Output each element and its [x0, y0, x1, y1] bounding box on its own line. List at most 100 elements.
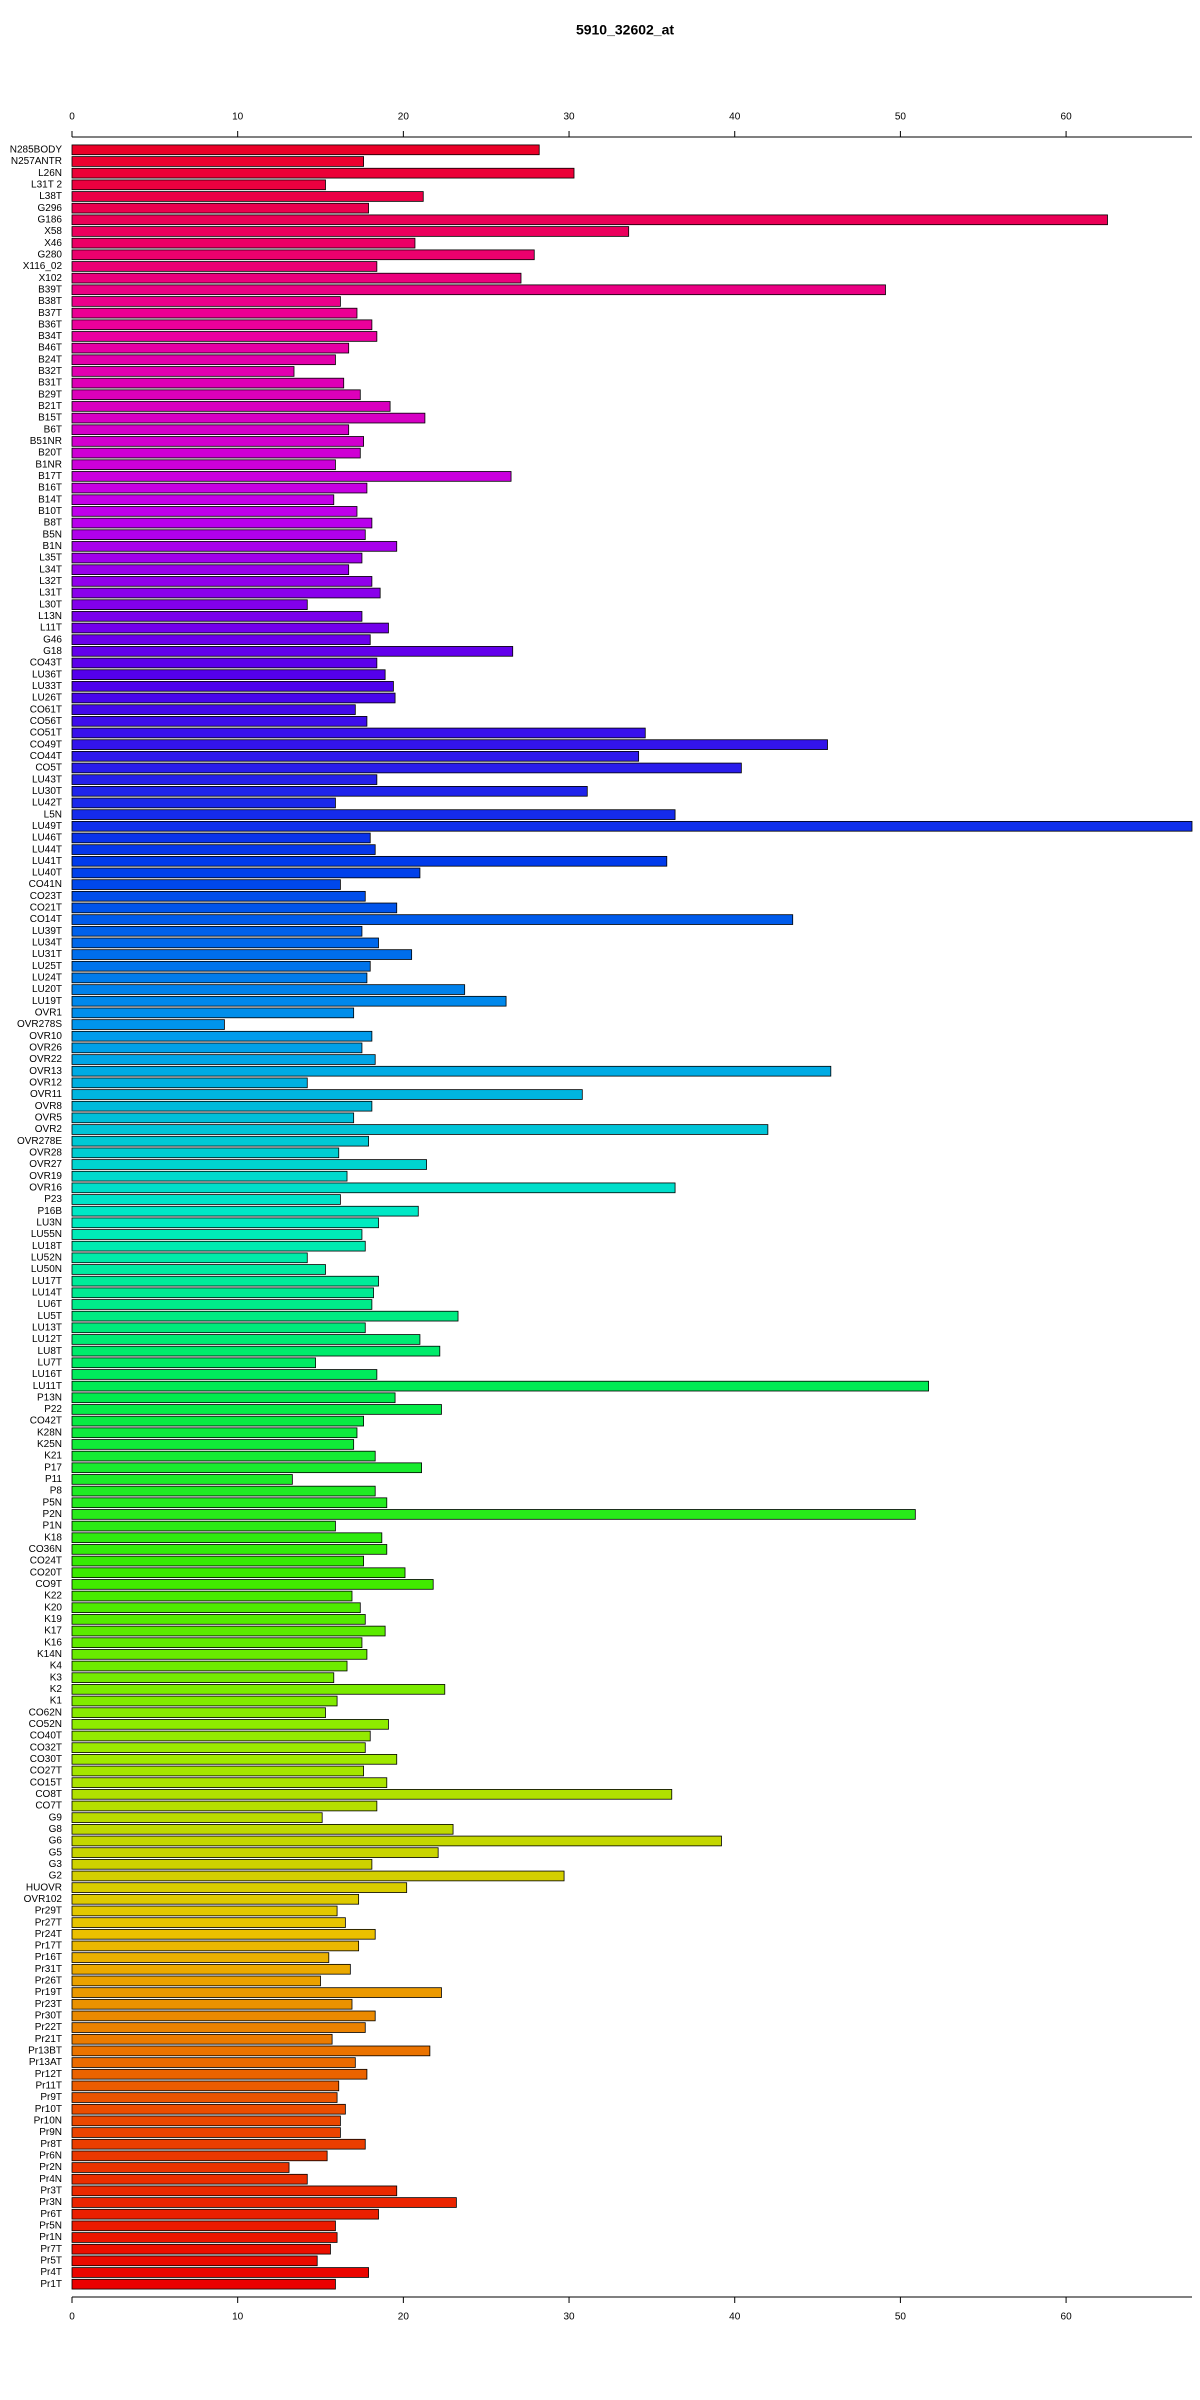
y-tick-label: CO61T: [30, 704, 62, 715]
bar: [71, 2033, 333, 2045]
y-tick-label: B31T: [38, 378, 62, 389]
bar: [71, 1963, 351, 1975]
bar: [71, 1345, 441, 1357]
bar: [71, 2267, 369, 2278]
y-tick-label: L31T 2: [31, 179, 62, 190]
bar: [71, 716, 368, 727]
x-tick-label: 40: [729, 2312, 741, 2323]
y-tick-label: Pr11T: [36, 2081, 63, 2092]
y-tick-label: OVR102: [24, 1894, 63, 1905]
y-tick-label: OVR2: [35, 1124, 63, 1135]
bar: [71, 1800, 378, 1812]
y-tick-label: CO36N: [29, 1544, 62, 1555]
y-tick-label: Pr29T: [35, 1906, 62, 1917]
bar: [71, 2150, 328, 2162]
bar: [71, 1415, 364, 1427]
bar: [71, 191, 424, 202]
bar: [71, 2022, 366, 2033]
y-tick-label: B34T: [38, 331, 62, 342]
bar: [71, 1299, 373, 1310]
y-tick-label: LU12T: [32, 1334, 62, 1345]
bar: [71, 2232, 338, 2243]
y-tick-label: Pr3T: [40, 2186, 62, 2197]
y-tick-label: LU7T: [38, 1357, 62, 1368]
bar: [71, 949, 413, 960]
bar: [71, 797, 336, 809]
bar: [71, 564, 350, 575]
bar: [71, 1719, 389, 1730]
y-tick-label: LU3N: [36, 1217, 62, 1228]
bar: [71, 412, 426, 424]
y-tick-label: LU55N: [31, 1229, 62, 1240]
y-tick-label: LU25T: [32, 961, 62, 972]
bar: [71, 2010, 376, 2022]
x-tick-label: 30: [563, 112, 575, 123]
bar: [71, 1310, 459, 1322]
bar: [71, 331, 378, 342]
y-tick-label: Pr10T: [35, 2104, 62, 2115]
bar: [71, 529, 366, 541]
y-tick-label: CO41N: [29, 879, 62, 890]
y-tick-label: CO30T: [30, 1754, 62, 1765]
y-tick-label: LU52N: [31, 1252, 62, 1263]
bar: [71, 1322, 366, 1334]
y-tick-label: L5N: [44, 809, 62, 820]
bar: [71, 2127, 341, 2138]
x-tick-label: 0: [69, 112, 75, 123]
bar: [71, 2173, 308, 2185]
bar: [71, 1532, 383, 1544]
bar: [71, 377, 345, 389]
bar: [71, 1905, 338, 1917]
x-tick-label: 50: [895, 112, 907, 123]
y-tick-label: B5N: [43, 529, 62, 540]
y-tick-label: LU42T: [32, 798, 62, 809]
bar: [71, 1007, 355, 1019]
y-tick-label: LU40T: [32, 868, 62, 879]
bar: [71, 202, 369, 214]
y-tick-label: B24T: [38, 354, 62, 365]
y-tick-label: G18: [43, 646, 62, 657]
y-tick-label: Pr4T: [40, 2267, 62, 2278]
y-tick-label: B38T: [38, 296, 62, 307]
y-tick-label: CO20T: [30, 1567, 62, 1578]
bar: [71, 319, 373, 331]
y-tick-label: Pr17T: [35, 1941, 62, 1952]
bar: [71, 1975, 321, 1987]
bar: [71, 902, 398, 914]
bar: [71, 1450, 376, 1462]
bar: [71, 1205, 419, 1217]
bar: [71, 1893, 360, 1905]
bar: [71, 1427, 358, 1439]
bar: [71, 2243, 331, 2255]
y-tick-label: OVR22: [29, 1054, 62, 1065]
y-tick-label: G9: [49, 1812, 63, 1823]
y-tick-label: Pr7T: [40, 2244, 62, 2255]
y-tick-label: CO32T: [30, 1742, 62, 1753]
bar: [71, 2278, 336, 2290]
y-tick-label: LU24T: [32, 973, 62, 984]
bar: [71, 471, 512, 482]
bar: [71, 1952, 330, 1963]
bar: [71, 1567, 406, 1579]
bar: [71, 879, 341, 890]
bar: [71, 1264, 326, 1275]
bar: [71, 261, 378, 272]
y-tick-label: LU41T: [32, 856, 62, 867]
bar: [71, 2138, 366, 2150]
bar: [71, 167, 575, 179]
y-tick-label: OVR278S: [17, 1019, 62, 1030]
bar: [71, 2115, 341, 2127]
y-tick-label: LU19T: [32, 996, 62, 1007]
y-tick-label: LU44T: [32, 844, 62, 855]
bar: [71, 995, 507, 1007]
y-tick-label: OVR27: [29, 1159, 62, 1170]
y-tick-label: K22: [44, 1591, 62, 1602]
bar: [71, 832, 371, 844]
bar: [71, 424, 350, 436]
y-tick-label: LU46T: [32, 833, 62, 844]
bar: [71, 1275, 379, 1287]
bar: [71, 494, 335, 506]
y-tick-label: LU43T: [32, 774, 62, 785]
y-tick-label: CO21T: [30, 903, 62, 914]
bar: [71, 2185, 398, 2197]
